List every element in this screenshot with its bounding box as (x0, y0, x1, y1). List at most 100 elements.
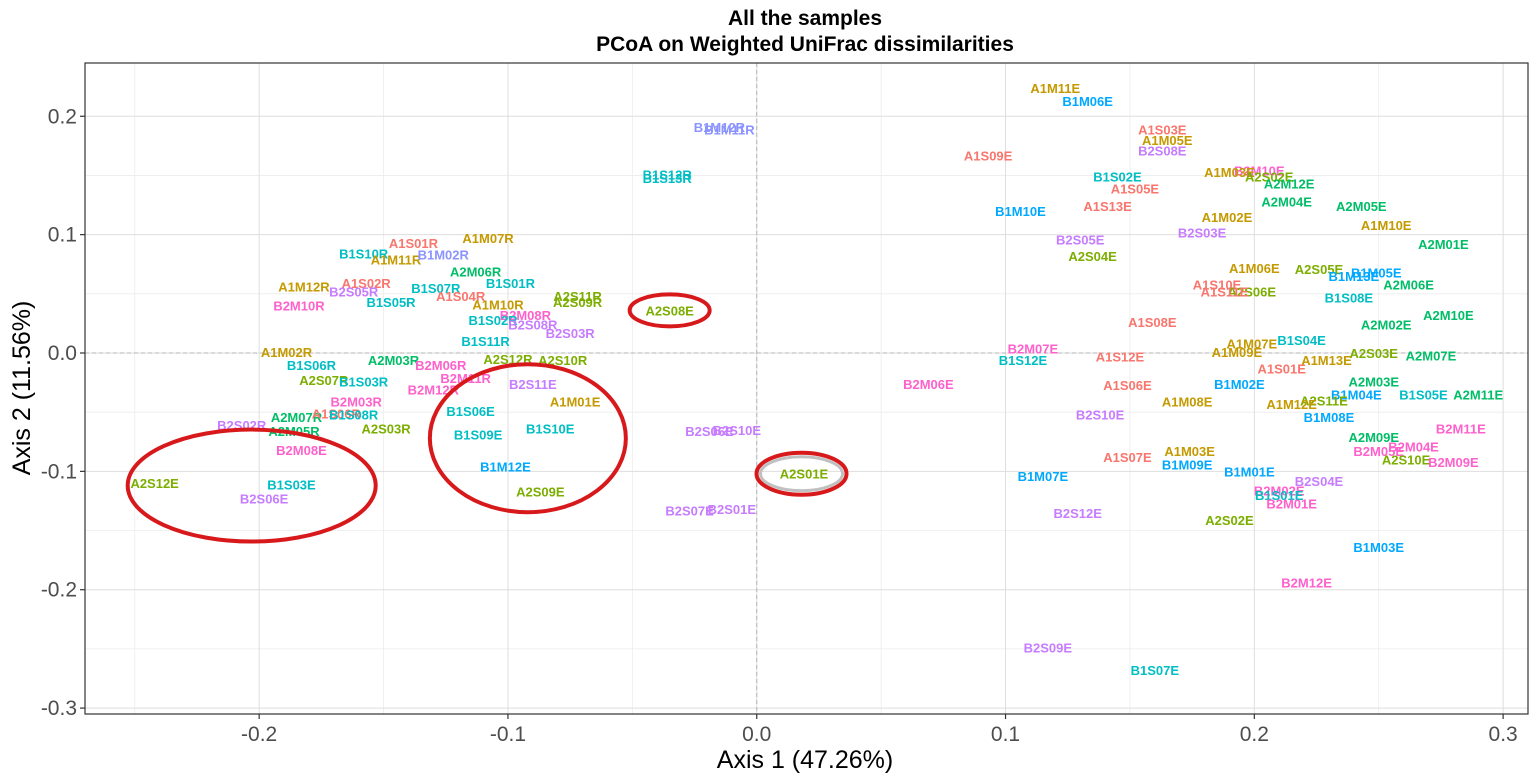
point-label: B1S02R (468, 313, 518, 328)
point-label: B1S10R (339, 247, 389, 262)
point-label: B2S07E (665, 503, 714, 518)
point-label: B1S04E (1277, 333, 1326, 348)
point-label: A1M11E (1030, 81, 1080, 96)
point-label: B1S10E (526, 422, 575, 437)
point-label: B1S09E (454, 428, 503, 443)
point-label: A2M06E (1383, 277, 1434, 292)
point-label: A2S09E (516, 484, 565, 499)
highlight-ellipse (754, 450, 849, 497)
point-label: A2S12E (130, 476, 179, 491)
point-label: B1M12R (694, 120, 746, 135)
point-label: B1S13R (643, 171, 693, 186)
point-label: A1M02R (261, 345, 313, 360)
highlight-ellipse (125, 427, 378, 544)
point-label: B2S06E (240, 492, 289, 507)
point-label: A1S06E (1103, 378, 1152, 393)
point-label: A1S05E (1111, 181, 1160, 196)
axis-ticks: -0.2 -0.1 0.0 0.1 0.2 0.3 -0.3 -0.2 -0.1 0.0 0.1 0.… (41, 105, 1518, 746)
y-tick-label: 0.0 (48, 342, 77, 365)
reference-lines (85, 63, 1528, 714)
point-label: B1S07E (1131, 663, 1180, 678)
point-label: A1M10E (1361, 218, 1412, 233)
point-label: B2M05E (1353, 444, 1404, 459)
point-label: B2M06R (415, 358, 467, 373)
point-label: B2M09E (1428, 455, 1479, 470)
x-tick-label: 0.2 (1240, 723, 1269, 746)
point-label: A2M12E (1264, 177, 1315, 192)
y-tick-label: -0.3 (41, 697, 77, 720)
point-label: B2S08R (508, 318, 558, 333)
point-label: B2M08R (500, 308, 552, 323)
point-label: B1M10E (995, 204, 1046, 219)
point-label: A2S02E (1245, 170, 1294, 185)
point-label: A2S09R (553, 295, 603, 310)
point-label: A2M03E (1348, 374, 1399, 389)
point-label: A2S07R (299, 373, 349, 388)
point-label: A2M09E (1348, 430, 1399, 445)
point-label: A1M09E (1212, 345, 1263, 360)
point-label: B2S04E (1295, 474, 1344, 489)
point-label: B2M04E (1388, 439, 1439, 454)
point-label: B1M06E (1062, 94, 1113, 109)
point-label: A1M02E (1202, 210, 1253, 225)
point-label: B2S05E (1056, 232, 1105, 247)
point-label: B2M10R (273, 299, 325, 314)
point-label: A2S08E (645, 303, 694, 318)
point-label: A2M03R (368, 353, 420, 368)
point-label: A2S11R (553, 289, 602, 304)
point-label: A1S06R (312, 406, 362, 421)
point-label: A1M07R (462, 231, 514, 246)
highlight-ellipse (427, 362, 628, 515)
x-tick-label: -0.1 (490, 723, 526, 746)
point-label: B2M11E (1436, 422, 1486, 437)
point-label: B2S10E (713, 423, 762, 438)
point-label: B1S01R (486, 276, 536, 291)
point-label: A2S01E (780, 467, 829, 482)
point-label: B2S01E (708, 502, 757, 517)
point-label: A1M07E (1227, 337, 1278, 352)
point-label: A1S01R (389, 236, 439, 251)
y-tick-label: 0.2 (48, 105, 77, 128)
point-label: B1S08R (329, 408, 379, 423)
plot-panel-border (84, 62, 1529, 715)
point-label: A1M03E (1164, 444, 1215, 459)
point-label: B1S05R (366, 295, 416, 310)
point-label: B1M01E (1224, 464, 1275, 479)
point-label: A2S11E (1300, 393, 1348, 408)
point-label: A1M01E (550, 395, 601, 410)
x-tick-label: 0.3 (1489, 723, 1518, 746)
point-label: B1M13E (1329, 269, 1380, 284)
point-label: A1S13E (1083, 199, 1132, 214)
point-label: B2S06E (685, 424, 734, 439)
point-label: A1S03E (1138, 122, 1187, 137)
point-label: B1M03E (1353, 540, 1404, 555)
point-label: B1M09E (1162, 457, 1213, 472)
point-label: A2S03E (1350, 346, 1399, 361)
point-label: B2S11E (509, 377, 557, 392)
point-label: B1S01E (1255, 488, 1304, 503)
point-label: A2S02E (1205, 513, 1254, 528)
point-label: B2M10E (1234, 164, 1285, 179)
point-label: B2S03E (1178, 225, 1227, 240)
point-label: A2M11E (1453, 387, 1503, 402)
y-tick-label: -0.1 (41, 460, 77, 483)
point-label: A2M04E (1261, 194, 1312, 209)
point-label: B1M02E (1214, 377, 1265, 392)
point-label: B2S10E (1076, 408, 1125, 423)
point-label: A2M01E (1418, 237, 1469, 252)
point-label: B1S08E (1325, 290, 1374, 305)
point-label: A1S11E (1201, 284, 1249, 299)
chart-subtitle: PCoA on Weighted UniFrac dissimilarities (596, 33, 1014, 56)
point-label: B1S05E (1399, 387, 1448, 402)
point-label: A1S10E (1193, 277, 1242, 292)
point-label: B1S12E (999, 353, 1048, 368)
point-label: A1S01E (1257, 361, 1306, 376)
highlight-ellipse (627, 292, 712, 329)
point-label: B2M07E (1008, 341, 1059, 356)
point-label: B1S03R (339, 374, 389, 389)
point-label: B2M01E (1266, 496, 1317, 511)
point-label: B1M02R (418, 248, 470, 263)
point-label: A2S05E (1295, 262, 1344, 277)
point-label: A1M06E (1229, 261, 1280, 276)
point-label: B1M04E (1331, 387, 1382, 402)
